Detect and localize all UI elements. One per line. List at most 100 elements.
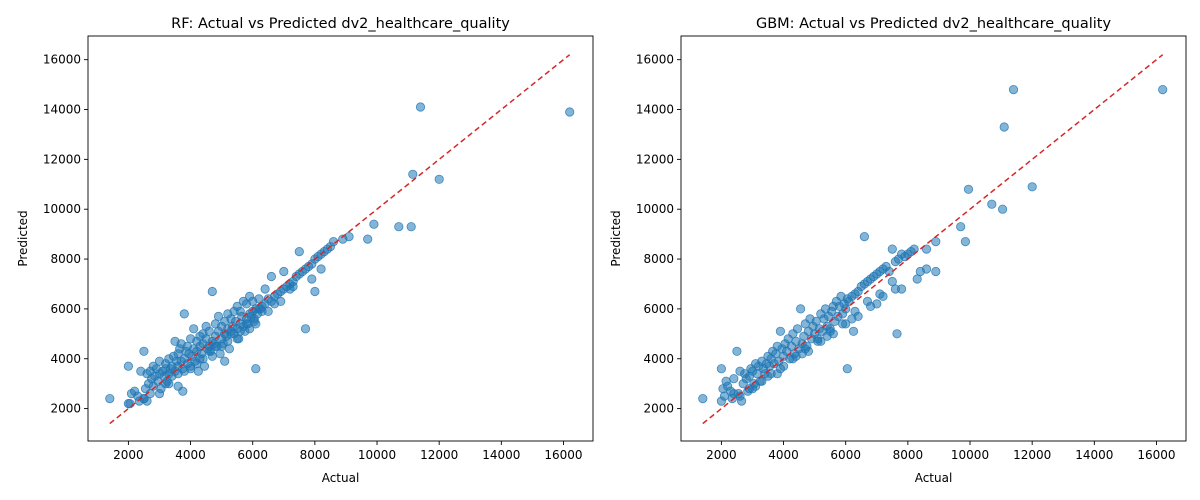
x-tick-label: 14000 bbox=[1075, 448, 1113, 462]
data-point bbox=[887, 244, 897, 254]
data-point bbox=[565, 107, 575, 117]
data-point bbox=[307, 274, 317, 284]
data-point bbox=[729, 374, 739, 384]
x-tick-label: 12000 bbox=[1013, 448, 1051, 462]
data-point bbox=[260, 284, 270, 294]
data-point bbox=[795, 304, 806, 314]
x-tick-label: 2000 bbox=[706, 448, 737, 462]
axes-frame bbox=[680, 35, 1187, 442]
data-point bbox=[887, 276, 897, 287]
data-point bbox=[763, 371, 773, 381]
data-point bbox=[139, 346, 149, 356]
data-point bbox=[1008, 85, 1019, 95]
data-point bbox=[892, 329, 902, 339]
y-axis-label: Predicted bbox=[609, 210, 623, 266]
data-point bbox=[105, 393, 115, 404]
data-point bbox=[960, 237, 971, 247]
data-point bbox=[1027, 182, 1037, 192]
x-tick-label: 2000 bbox=[113, 448, 144, 462]
data-point bbox=[775, 326, 786, 336]
subplot-rf: 2000 4000 6000 8000 10000 12000 14000 16000 2000… bbox=[16, 16, 594, 485]
x-tick-label: 10000 bbox=[358, 448, 396, 462]
y-tick-label: 16000 bbox=[636, 53, 674, 67]
data-point bbox=[192, 359, 202, 369]
data-point bbox=[931, 266, 941, 277]
subplot-gbm: 2000 4000 6000 8000 10000 12000 14000 16000 2000… bbox=[609, 16, 1187, 485]
data-point bbox=[842, 364, 852, 374]
subplots: 2000 4000 6000 8000 10000 12000 14000 16000 2000… bbox=[16, 16, 1187, 485]
data-point bbox=[963, 184, 974, 194]
data-point bbox=[896, 284, 907, 294]
data-point bbox=[434, 174, 444, 184]
x-tick-label: 4000 bbox=[768, 448, 799, 462]
data-point bbox=[788, 354, 798, 364]
y-tick-label: 14000 bbox=[43, 103, 81, 117]
data-point bbox=[997, 204, 1008, 214]
data-point bbox=[263, 306, 273, 316]
data-point bbox=[1158, 85, 1168, 95]
x-tick-label: 12000 bbox=[420, 448, 458, 462]
data-point bbox=[859, 232, 870, 242]
data-point bbox=[408, 169, 418, 179]
data-point bbox=[255, 304, 266, 314]
y-tick-label: 8000 bbox=[643, 252, 674, 266]
x-tick-label: 14000 bbox=[482, 448, 520, 462]
data-point bbox=[363, 234, 373, 244]
x-axis-label: Actual bbox=[322, 471, 360, 485]
data-point bbox=[279, 266, 289, 277]
x-tick-label: 4000 bbox=[175, 448, 206, 462]
data-point bbox=[848, 326, 859, 336]
chart-title: GBM: Actual vs Predicted dv2_healthcare_… bbox=[756, 16, 1111, 32]
data-point bbox=[369, 219, 379, 229]
y-tick-label: 10000 bbox=[43, 202, 81, 216]
data-point bbox=[732, 346, 742, 356]
data-point bbox=[213, 311, 224, 321]
data-point bbox=[235, 326, 245, 336]
y-tick-label: 12000 bbox=[43, 152, 81, 166]
x-tick-label: 8000 bbox=[893, 448, 924, 462]
y-tick-label: 6000 bbox=[643, 302, 674, 316]
data-point bbox=[179, 309, 189, 319]
data-point bbox=[813, 334, 823, 344]
data-point bbox=[154, 388, 165, 399]
x-tick-label: 6000 bbox=[830, 448, 861, 462]
data-point bbox=[999, 122, 1009, 132]
data-point bbox=[747, 384, 758, 394]
data-point bbox=[394, 222, 404, 232]
data-point bbox=[862, 296, 873, 306]
chart-title: RF: Actual vs Predicted dv2_healthcare_q… bbox=[171, 16, 510, 32]
x-tick-label: 6000 bbox=[237, 448, 268, 462]
scatter-points bbox=[105, 102, 575, 409]
x-axis-label: Actual bbox=[915, 471, 953, 485]
data-point bbox=[123, 361, 133, 371]
data-point bbox=[207, 286, 217, 297]
y-tick-label: 12000 bbox=[636, 152, 674, 166]
data-point bbox=[223, 336, 233, 346]
data-point bbox=[210, 341, 220, 351]
data-point bbox=[875, 289, 885, 299]
data-point bbox=[288, 281, 298, 292]
data-point bbox=[204, 326, 214, 336]
data-point bbox=[987, 199, 997, 209]
x-tick-label: 16000 bbox=[1137, 448, 1175, 462]
data-point bbox=[698, 393, 708, 404]
y-tick-label: 2000 bbox=[50, 402, 81, 416]
data-point bbox=[300, 324, 311, 334]
scatter-points bbox=[698, 85, 1168, 406]
data-point bbox=[822, 331, 832, 341]
data-point bbox=[921, 264, 932, 274]
reference-line bbox=[702, 54, 1164, 425]
y-tick-label: 4000 bbox=[643, 352, 674, 366]
data-point bbox=[956, 222, 966, 232]
y-tick-label: 6000 bbox=[50, 302, 81, 316]
data-point bbox=[797, 349, 807, 359]
data-point bbox=[215, 349, 225, 359]
y-axis-label: Predicted bbox=[16, 210, 30, 266]
data-point bbox=[792, 324, 803, 334]
data-point bbox=[847, 314, 857, 324]
data-point bbox=[251, 364, 261, 374]
axes-frame bbox=[87, 35, 594, 442]
y-tick-label: 10000 bbox=[636, 202, 674, 216]
data-point bbox=[837, 319, 848, 329]
